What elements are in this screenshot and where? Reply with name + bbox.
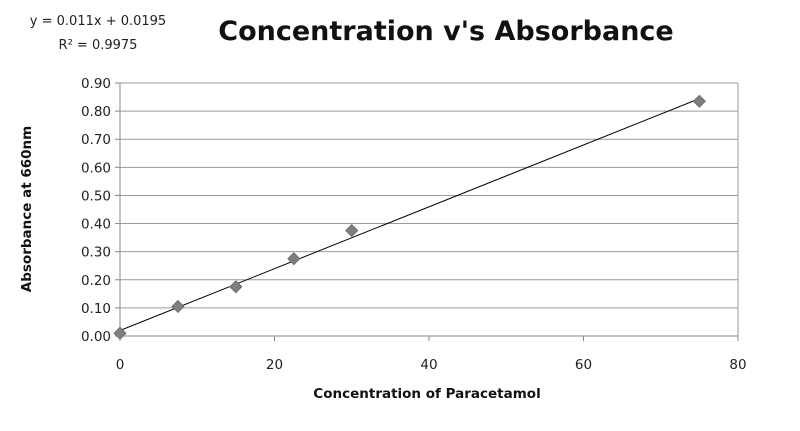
axes [115,82,739,341]
trendline-r-squared: R² = 0.9975 [59,38,138,53]
x-axis-title: Concentration of Paracetamol [313,386,540,402]
trendline [119,98,700,331]
data-point [229,280,243,294]
data-points [113,94,706,340]
y-tick-label: 0.80 [81,104,111,120]
y-tick-label: 0.60 [81,160,111,176]
chart-title: Concentration v's Absorbance [218,16,673,47]
y-tick-label: 0.30 [81,245,111,261]
x-tick-label: 0 [116,357,125,373]
y-tick-label: 0.50 [81,188,111,204]
y-tick-label: 0.10 [81,301,111,317]
x-tick-label: 20 [266,357,283,373]
y-tick-label: 0.90 [81,76,111,92]
y-tick-label: 0.20 [81,273,111,289]
gridlines [120,82,739,336]
y-tick-label: 0.00 [81,329,111,345]
trendline-group [119,98,700,331]
x-tick-label: 60 [575,357,592,373]
data-point [345,224,359,238]
x-tick-label: 40 [420,357,437,373]
y-axis-title: Absorbance at 660nm [19,126,35,292]
data-point [113,326,127,340]
y-tick-label: 0.40 [81,217,111,233]
data-point [171,299,185,314]
trendline-equation: y = 0.011x + 0.0195 [30,14,166,29]
y-tick-label: 0.70 [81,132,111,148]
x-tick-label: 80 [729,357,746,373]
tick-labels: 0.00 0.10 0.20 0.30 0.40 0.50 0.60 0.70 0.80 0.90… [81,76,747,373]
data-point [287,252,301,266]
data-point [692,94,706,108]
